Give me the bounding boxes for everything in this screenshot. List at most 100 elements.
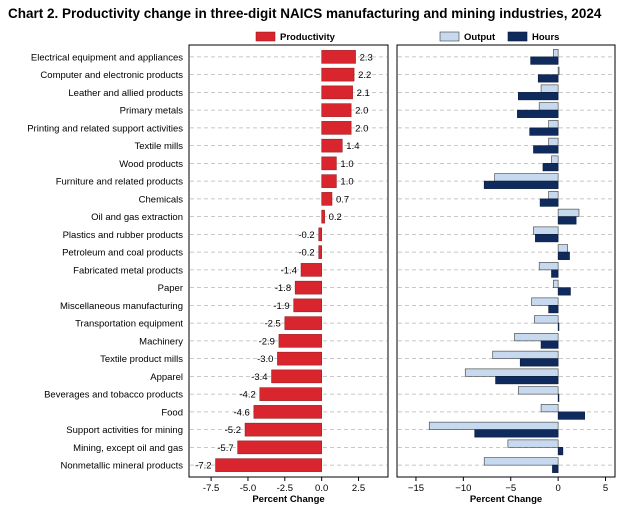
hours-bar xyxy=(474,429,559,438)
productivity-value-label: -3.0 xyxy=(257,354,273,365)
productivity-bar xyxy=(237,440,322,455)
productivity-bar xyxy=(321,138,343,153)
left-x-tick-label: -5.0 xyxy=(240,483,256,494)
category-label: Computer and electronic products xyxy=(40,70,183,81)
right-x-tick-label: 0 xyxy=(555,483,560,494)
productivity-value-label: -5.7 xyxy=(217,443,233,454)
productivity-bar xyxy=(321,174,337,188)
output-bar xyxy=(518,386,559,395)
output-bar xyxy=(464,368,559,377)
output-bar xyxy=(551,155,559,164)
productivity-value-label: -2.9 xyxy=(259,336,275,347)
category-label: Petroleum and coal products xyxy=(62,248,183,259)
productivity-bar xyxy=(271,369,322,384)
category-label: Chemicals xyxy=(139,194,184,205)
productivity-value-label: 2.2 xyxy=(358,70,371,81)
hours-bar xyxy=(540,340,559,349)
right-x-tick-label: −15 xyxy=(408,483,424,494)
category-label: Wood products xyxy=(119,159,183,170)
category-label: Plastics and rubber products xyxy=(63,230,184,241)
output-bar xyxy=(540,84,559,93)
right-x-tick-label: 5 xyxy=(603,483,608,494)
productivity-value-label: 2.0 xyxy=(355,106,368,117)
category-label: Leather and allied products xyxy=(68,88,183,99)
legend-label-hours: Hours xyxy=(532,32,559,43)
hours-bar xyxy=(552,464,559,473)
category-label: Textile mills xyxy=(134,141,183,152)
productivity-value-label: 1.0 xyxy=(340,177,353,188)
productivity-bar xyxy=(284,316,322,330)
hours-bar xyxy=(519,358,559,367)
category-label: Mining, except oil and gas xyxy=(73,443,183,454)
hours-bar xyxy=(548,305,559,314)
hours-bar xyxy=(557,251,570,260)
category-label: Paper xyxy=(158,283,183,294)
productivity-bar xyxy=(300,263,322,277)
category-label: Machinery xyxy=(139,336,183,347)
left-x-tick-label: -7.5 xyxy=(203,483,219,494)
legend-swatch-productivity xyxy=(255,31,276,42)
productivity-bar xyxy=(215,458,322,472)
hours-bar xyxy=(551,269,559,278)
output-bar xyxy=(534,315,559,324)
category-label: Electrical equipment and appliances xyxy=(31,52,183,63)
productivity-bar xyxy=(321,209,325,224)
category-label: Fabricated metal products xyxy=(73,265,183,276)
category-label: Textile product mills xyxy=(100,354,183,365)
category-label: Printing and related support activities xyxy=(27,123,183,134)
right-x-tick-label: −10 xyxy=(455,483,471,494)
productivity-value-label: 1.0 xyxy=(340,159,353,170)
productivity-bar xyxy=(321,67,355,82)
left-x-tick-label: -2.5 xyxy=(277,483,293,494)
productivity-value-label: 0.7 xyxy=(336,194,349,205)
category-label: Furniture and related products xyxy=(56,177,184,188)
productivity-value-label: -1.8 xyxy=(275,283,291,294)
productivity-bar xyxy=(321,192,333,206)
productivity-bar xyxy=(321,121,352,135)
productivity-value-label: 2.1 xyxy=(357,88,370,99)
left-x-tick-label: 2.5 xyxy=(352,483,365,494)
hours-bar xyxy=(537,74,559,83)
right-x-tick-label: −5 xyxy=(505,483,516,494)
output-bar xyxy=(531,297,559,306)
right-panel-frame xyxy=(396,44,616,478)
output-bar xyxy=(557,244,568,253)
productivity-value-label: -2.5 xyxy=(264,319,280,330)
productivity-value-label: -4.6 xyxy=(233,407,249,418)
category-label: Support activities for mining xyxy=(66,425,183,436)
productivity-value-label: 2.3 xyxy=(360,52,373,63)
hours-bar xyxy=(495,376,559,385)
productivity-value-label: -1.4 xyxy=(281,265,297,276)
output-bar xyxy=(483,457,559,466)
output-bar xyxy=(557,208,580,217)
category-label: Nonmetallic mineral products xyxy=(61,461,184,472)
category-label: Primary metals xyxy=(120,106,184,117)
hours-bar xyxy=(557,447,564,456)
productivity-value-label: -0.2 xyxy=(298,248,314,259)
output-bar xyxy=(533,226,559,235)
productivity-value-label: -4.2 xyxy=(239,390,255,401)
output-bar xyxy=(548,191,559,200)
output-bar xyxy=(494,173,559,182)
productivity-bar xyxy=(294,280,322,295)
productivity-bar xyxy=(259,387,322,401)
right-x-axis-label: Percent Change xyxy=(470,494,542,505)
output-bar xyxy=(553,279,559,288)
productivity-bar xyxy=(321,85,353,100)
output-bar xyxy=(553,49,559,58)
hours-bar xyxy=(518,92,559,101)
legend-swatch-hours xyxy=(507,31,528,42)
hours-bar xyxy=(557,411,585,420)
category-label: Oil and gas extraction xyxy=(91,212,183,223)
category-label: Miscellaneous manufacturing xyxy=(60,301,183,312)
productivity-bar xyxy=(278,334,322,348)
hours-bar xyxy=(539,198,559,207)
legend-swatch-output xyxy=(439,31,460,42)
output-bar xyxy=(538,262,559,271)
hours-bar xyxy=(483,180,559,189)
output-bar xyxy=(557,66,560,75)
output-bar xyxy=(492,350,559,359)
productivity-bar xyxy=(293,298,322,313)
productivity-bar xyxy=(321,50,356,64)
hours-bar xyxy=(557,216,577,225)
